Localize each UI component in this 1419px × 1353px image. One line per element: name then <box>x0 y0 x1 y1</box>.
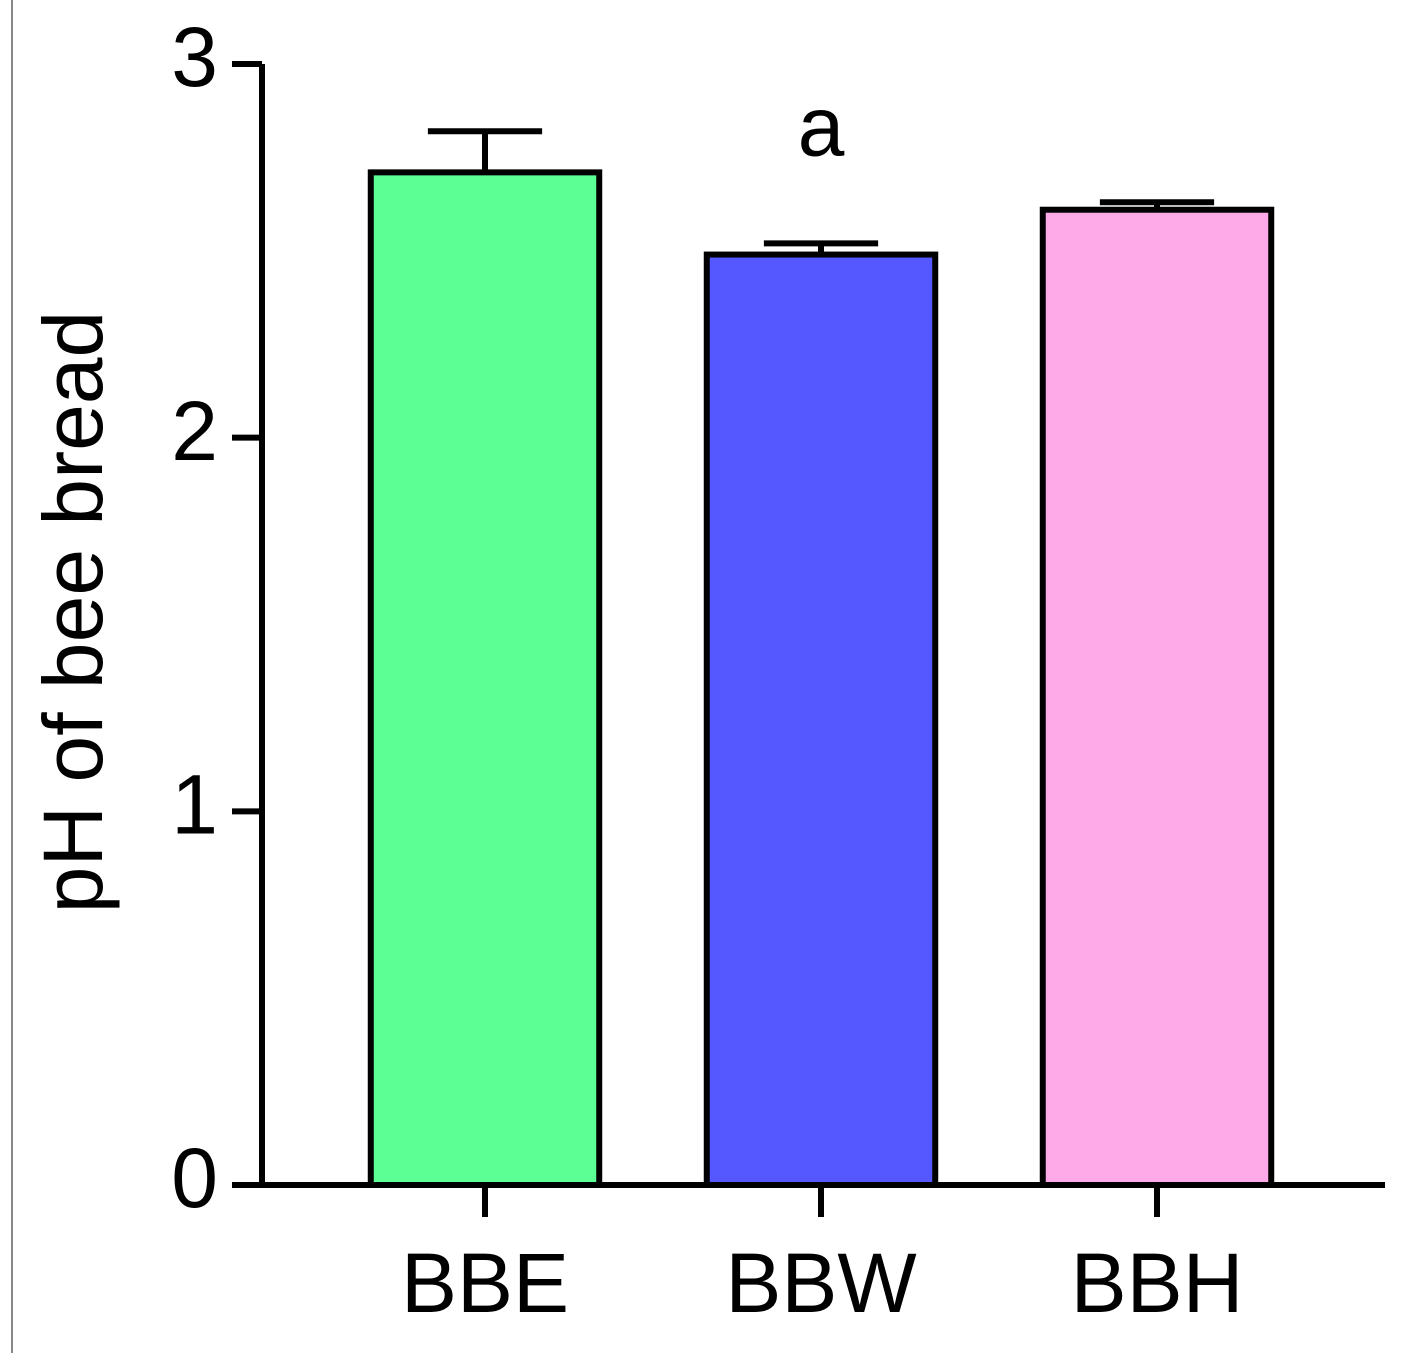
x-tick-label: BBH <box>1071 1236 1244 1330</box>
bar <box>703 251 939 1188</box>
bar <box>367 169 603 1188</box>
annotation: a <box>798 80 845 174</box>
y-tick-label: 2 <box>171 384 218 478</box>
y-tick-label: 0 <box>171 1131 218 1225</box>
y-tick-label: 3 <box>171 10 218 104</box>
x-tick-label: BBE <box>401 1236 569 1330</box>
y-tick-label: 1 <box>171 758 218 852</box>
x-tick-label: BBW <box>725 1236 916 1330</box>
y-axis-label: pH of bee bread <box>26 311 120 913</box>
bar <box>1039 206 1275 1189</box>
